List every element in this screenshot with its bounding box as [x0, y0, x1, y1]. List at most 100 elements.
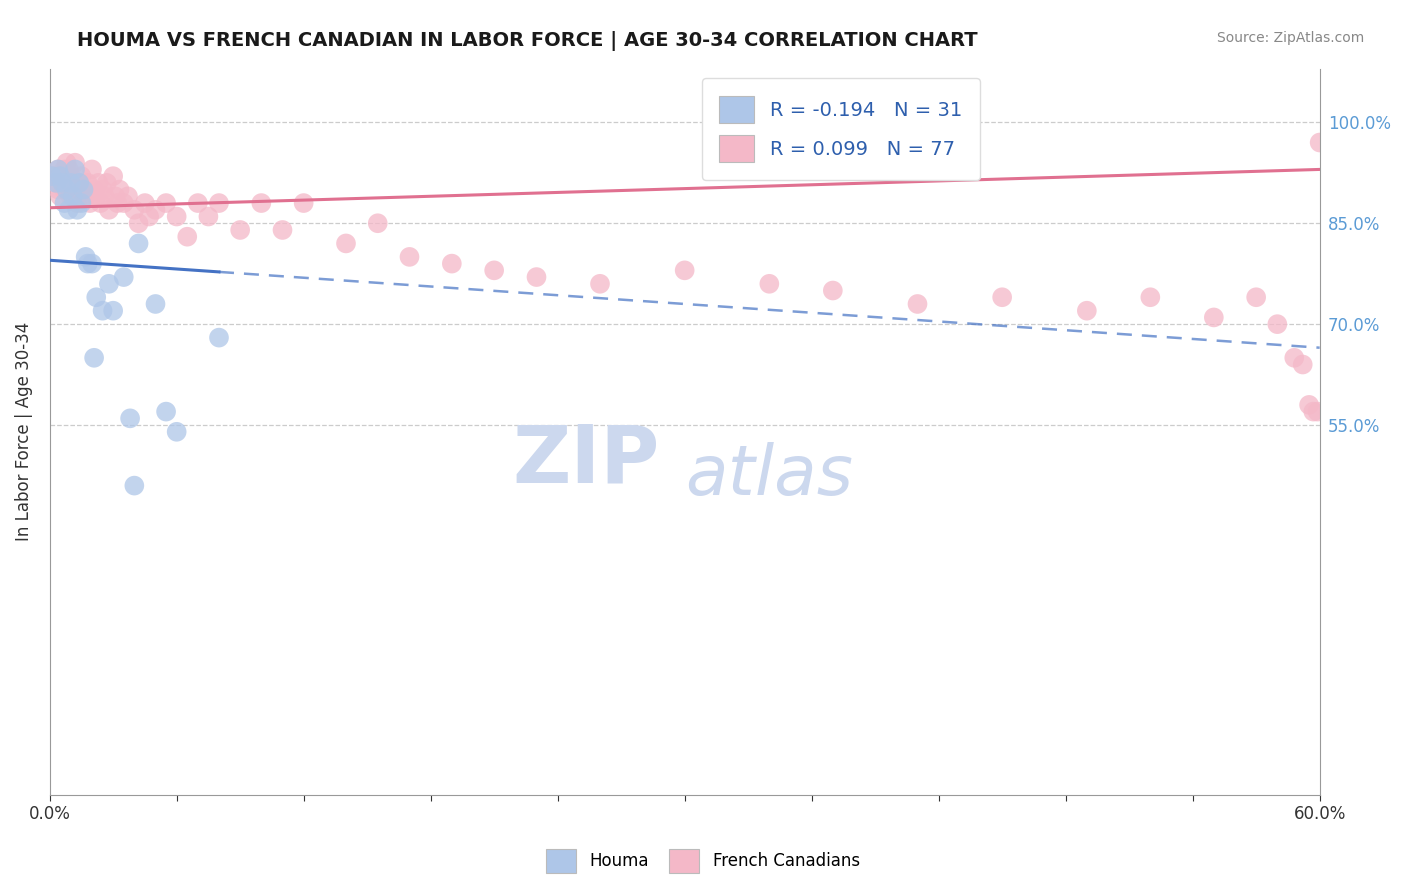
Point: [55, 183, 77, 197]
Point: [1306, 404, 1329, 418]
Point: [589, 277, 612, 291]
Point: [166, 425, 188, 439]
Point: [46, 162, 69, 177]
Point: [70, 196, 93, 211]
Legend: Houma, French Canadians: Houma, French Canadians: [540, 842, 866, 880]
Point: [1202, 310, 1225, 325]
Point: [229, 223, 252, 237]
Point: [42, 169, 65, 183]
Point: [117, 189, 139, 203]
Point: [101, 303, 124, 318]
Point: [271, 223, 294, 237]
Point: [55, 155, 77, 169]
Point: [124, 202, 146, 217]
Point: [53, 196, 76, 211]
Point: [166, 210, 188, 224]
Point: [335, 236, 357, 251]
Point: [72, 183, 94, 197]
Point: [112, 196, 135, 211]
Point: [55, 176, 77, 190]
Point: [62, 176, 84, 190]
Point: [398, 250, 420, 264]
Point: [145, 297, 167, 311]
Point: [80, 162, 103, 177]
Point: [53, 183, 76, 197]
Point: [155, 404, 177, 418]
Point: [1139, 290, 1161, 304]
Point: [84, 189, 107, 203]
Point: [89, 196, 111, 211]
Point: [59, 169, 82, 183]
Point: [83, 183, 105, 197]
Point: [62, 189, 84, 203]
Point: [45, 176, 67, 190]
Point: [907, 297, 929, 311]
Point: [821, 284, 844, 298]
Point: [63, 162, 86, 177]
Point: [112, 270, 135, 285]
Point: [208, 330, 231, 344]
Point: [49, 169, 72, 183]
Point: [1244, 290, 1267, 304]
Point: [187, 196, 209, 211]
Point: [49, 169, 72, 183]
Point: [58, 162, 80, 177]
Point: [104, 189, 127, 203]
Point: [87, 176, 110, 190]
Point: [1292, 358, 1315, 372]
Point: [75, 250, 97, 264]
Point: [250, 196, 273, 211]
Point: [59, 189, 82, 203]
Point: [124, 478, 146, 492]
Point: [91, 183, 114, 197]
Point: [53, 162, 76, 177]
Point: [51, 176, 73, 190]
Point: [1076, 303, 1098, 318]
Point: [134, 196, 156, 211]
Point: [292, 196, 315, 211]
Point: [93, 189, 115, 203]
Text: atlas: atlas: [685, 442, 852, 508]
Point: [176, 229, 198, 244]
Point: [108, 183, 131, 197]
Point: [84, 290, 107, 304]
Point: [138, 210, 160, 224]
Point: [45, 176, 67, 190]
Point: [991, 290, 1014, 304]
Point: [128, 216, 150, 230]
Point: [1265, 317, 1288, 331]
Point: [1284, 351, 1306, 365]
Point: [1309, 136, 1331, 150]
Point: [46, 183, 69, 197]
Point: [67, 176, 90, 190]
Point: [440, 257, 463, 271]
Point: [66, 202, 89, 217]
Point: [120, 411, 142, 425]
Point: [128, 236, 150, 251]
Point: [197, 210, 219, 224]
Point: [97, 202, 120, 217]
Point: [208, 196, 231, 211]
Point: [673, 263, 696, 277]
Point: [51, 176, 73, 190]
Point: [49, 189, 72, 203]
Point: [83, 351, 105, 365]
Text: HOUMA VS FRENCH CANADIAN IN LABOR FORCE | AGE 30-34 CORRELATION CHART: HOUMA VS FRENCH CANADIAN IN LABOR FORCE …: [77, 31, 979, 51]
Point: [1302, 404, 1324, 418]
Point: [758, 277, 780, 291]
Point: [1298, 398, 1320, 412]
Point: [76, 257, 98, 271]
Point: [91, 303, 114, 318]
Point: [155, 196, 177, 211]
Point: [526, 270, 548, 285]
Point: [70, 169, 93, 183]
Text: Source: ZipAtlas.com: Source: ZipAtlas.com: [1216, 31, 1364, 45]
Point: [96, 176, 118, 190]
Point: [58, 202, 80, 217]
Point: [79, 196, 101, 211]
Point: [59, 176, 82, 190]
Point: [66, 196, 89, 211]
Point: [76, 176, 98, 190]
Point: [63, 155, 86, 169]
Point: [482, 263, 505, 277]
